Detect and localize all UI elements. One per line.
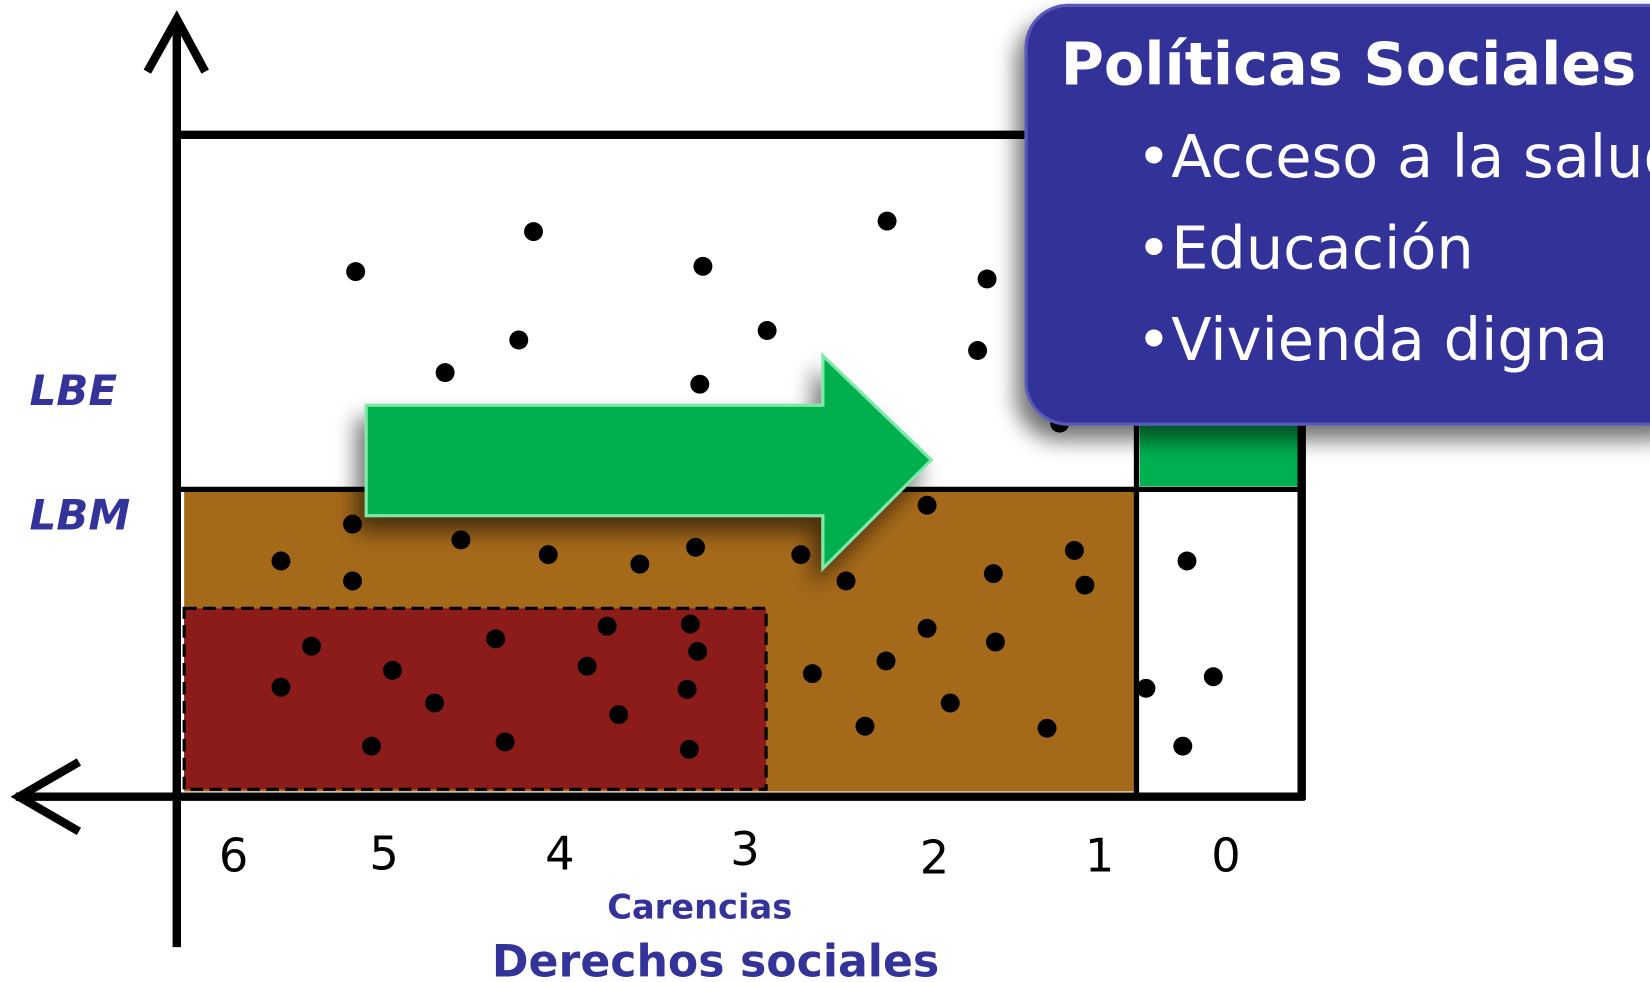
dot xyxy=(1136,678,1156,698)
x-axis-label: Carencias xyxy=(607,888,792,927)
dot xyxy=(495,732,515,752)
green-arrow xyxy=(364,352,934,573)
callout-item: •Vivienda digna xyxy=(1136,305,1608,374)
dots xyxy=(271,211,1223,759)
dot xyxy=(1037,718,1057,738)
dot xyxy=(836,571,856,591)
dot xyxy=(435,363,455,383)
dot xyxy=(509,330,529,350)
dot xyxy=(690,374,710,394)
green-cell xyxy=(1139,421,1302,487)
frame xyxy=(10,10,1306,948)
dot xyxy=(343,514,362,534)
dot xyxy=(271,551,291,571)
dot xyxy=(451,530,471,550)
x-tick: 2 xyxy=(920,831,949,885)
dot xyxy=(1203,667,1223,687)
dot xyxy=(597,616,617,636)
dot xyxy=(688,642,708,661)
dot xyxy=(677,679,697,699)
callout-title: Políticas Sociales xyxy=(1061,29,1637,98)
dot xyxy=(343,571,362,591)
dot xyxy=(1075,575,1095,595)
dot xyxy=(983,564,1003,584)
dot xyxy=(876,651,896,671)
x-tick: 6 xyxy=(219,828,248,882)
x-tick: 1 xyxy=(1085,828,1114,882)
dot xyxy=(968,341,988,360)
dot xyxy=(524,222,543,242)
dot xyxy=(1064,540,1084,560)
dot xyxy=(757,321,777,340)
dot xyxy=(577,656,597,676)
dot xyxy=(1177,551,1197,571)
lbe-label: LBE xyxy=(29,366,117,415)
dot xyxy=(346,262,366,282)
x-tick: 5 xyxy=(369,826,398,880)
dot xyxy=(693,256,713,276)
dot xyxy=(383,660,402,680)
dot xyxy=(986,632,1005,652)
dot xyxy=(877,211,897,231)
dot xyxy=(855,716,875,736)
dot xyxy=(917,618,937,638)
lbm-label: LBM xyxy=(29,490,130,539)
dot xyxy=(686,537,706,557)
dot xyxy=(271,677,291,697)
callout-box xyxy=(1024,3,1650,426)
callout-item: •Educación xyxy=(1136,213,1473,282)
dot xyxy=(791,545,811,565)
dot xyxy=(538,545,558,565)
dot xyxy=(361,736,381,756)
dot xyxy=(302,636,321,656)
dot xyxy=(425,693,445,713)
callout-item: •Acceso a la salud xyxy=(1136,122,1650,191)
dot xyxy=(679,739,699,759)
dot xyxy=(680,614,700,634)
dot xyxy=(802,664,822,684)
x-tick: 3 xyxy=(730,822,759,876)
x-tick: 4 xyxy=(545,826,574,880)
x-axis-title: Derechos sociales xyxy=(492,937,939,982)
x-tick: 0 xyxy=(1211,828,1240,882)
dot xyxy=(977,269,997,289)
dot xyxy=(486,629,506,649)
dot xyxy=(630,554,650,574)
dot xyxy=(940,693,960,713)
dot xyxy=(609,705,629,725)
red-zone xyxy=(182,606,768,791)
dot xyxy=(1173,736,1193,756)
dot xyxy=(917,495,937,515)
